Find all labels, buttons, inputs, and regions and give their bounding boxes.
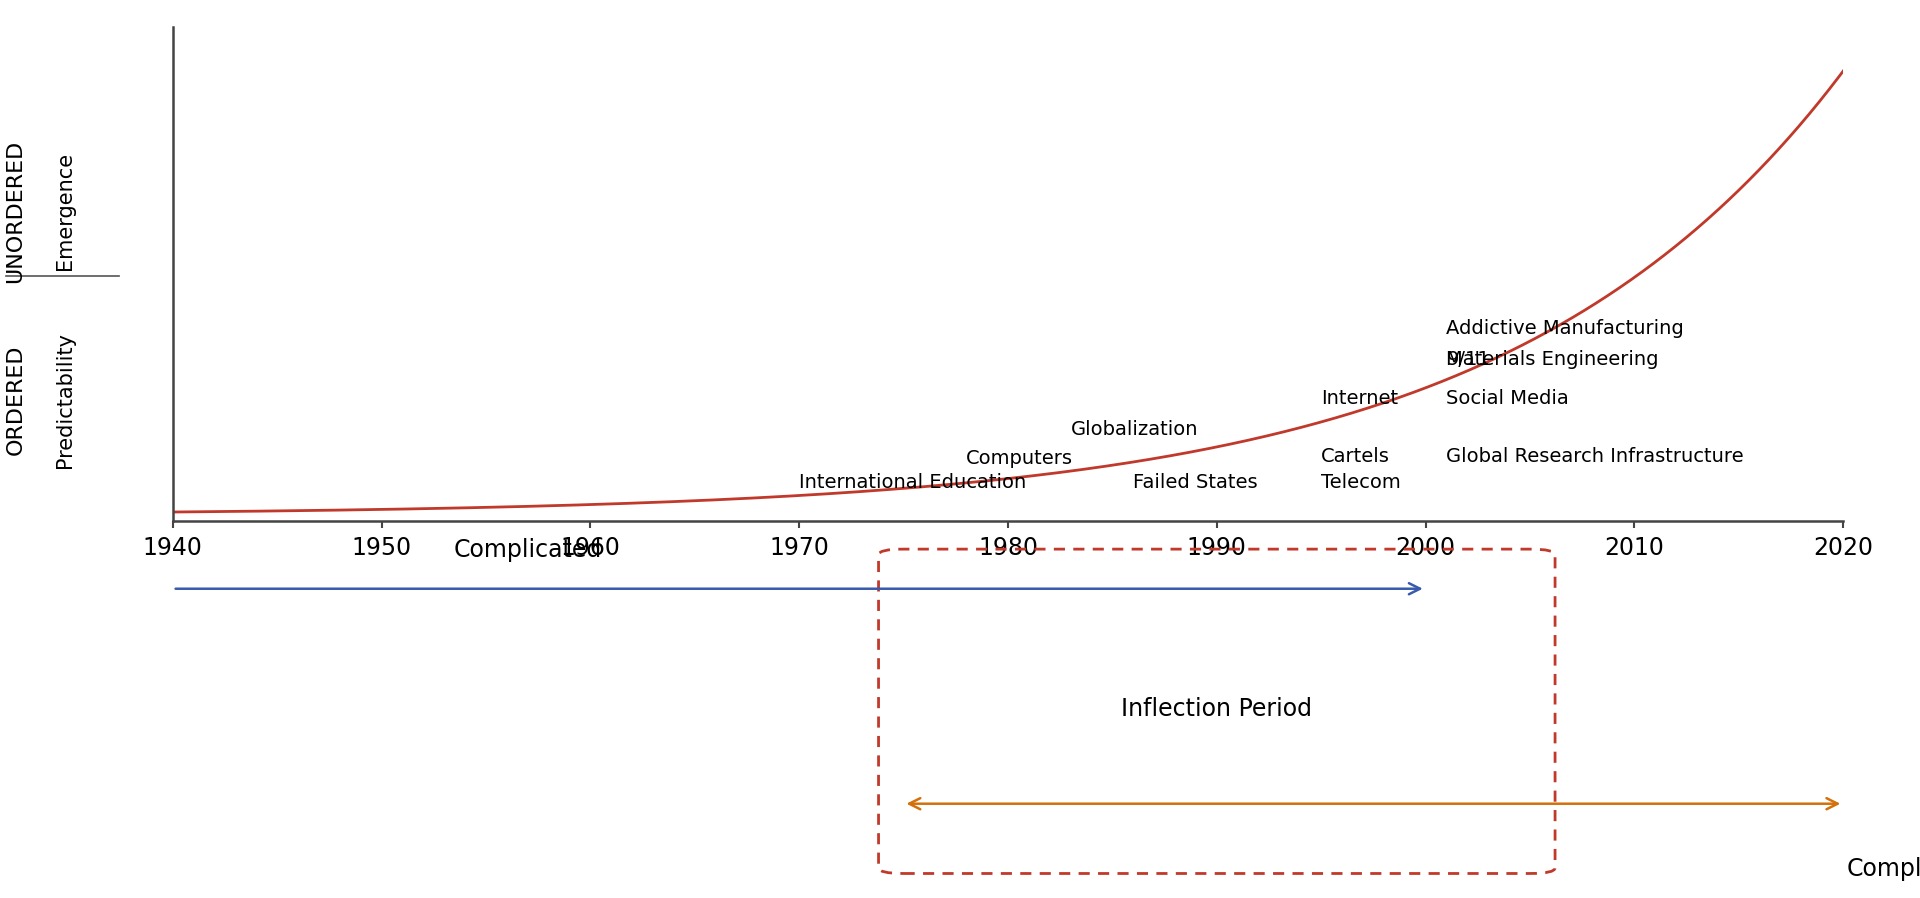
Text: Failed States: Failed States (1133, 473, 1258, 492)
Text: Cartels: Cartels (1321, 446, 1390, 466)
Text: Emergence: Emergence (56, 152, 75, 270)
Text: Computers: Computers (966, 449, 1073, 468)
Text: Addictive Manufacturing: Addictive Manufacturing (1446, 319, 1684, 338)
Text: UNORDERED: UNORDERED (6, 139, 25, 283)
Text: Materials Engineering: Materials Engineering (1446, 349, 1659, 369)
Text: Globalization: Globalization (1071, 420, 1198, 439)
Text: Telecom: Telecom (1321, 473, 1402, 492)
Text: Social Media: Social Media (1446, 390, 1569, 409)
Text: ORDERED: ORDERED (6, 344, 25, 455)
Text: Internet: Internet (1321, 390, 1398, 409)
Text: 9/11: 9/11 (1446, 349, 1490, 369)
Text: Predictability: Predictability (56, 331, 75, 468)
Text: Inflection Period: Inflection Period (1121, 698, 1311, 721)
Text: Complicated: Complicated (453, 538, 601, 562)
Text: Complexity: Complexity (1847, 857, 1920, 881)
Text: International Education: International Education (799, 473, 1027, 492)
Text: Global Research Infrastructure: Global Research Infrastructure (1446, 446, 1743, 466)
